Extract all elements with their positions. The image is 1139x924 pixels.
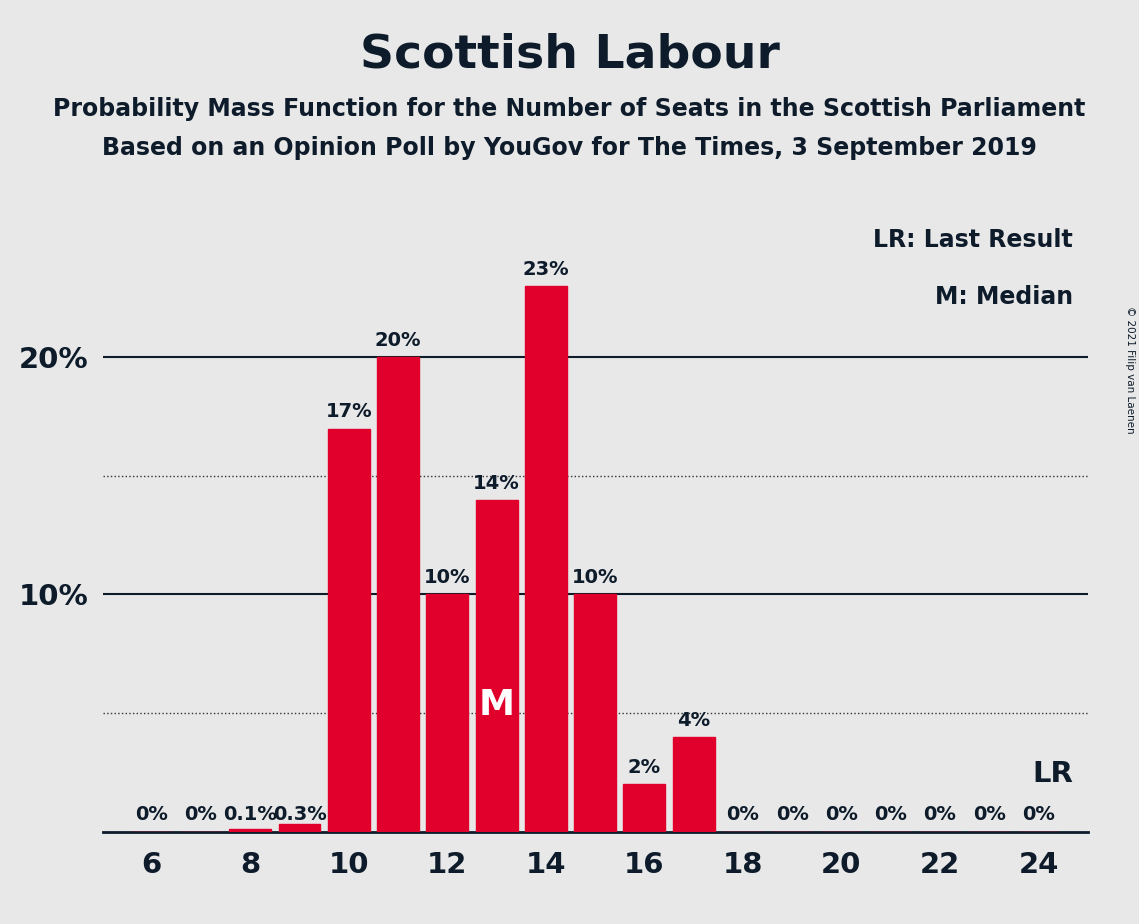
Text: 17%: 17% (326, 403, 372, 421)
Text: 0%: 0% (727, 806, 760, 824)
Text: M: M (478, 688, 515, 723)
Text: 23%: 23% (523, 261, 570, 279)
Bar (229, 829, 271, 832)
Bar (623, 784, 665, 832)
Text: 10%: 10% (424, 568, 470, 588)
Text: 0%: 0% (185, 806, 218, 824)
Text: 0%: 0% (1022, 806, 1055, 824)
Text: 0%: 0% (924, 806, 957, 824)
Text: 0%: 0% (875, 806, 907, 824)
Text: LR: LR (1032, 760, 1073, 787)
Text: 0%: 0% (825, 806, 858, 824)
Bar (279, 824, 320, 832)
Text: Probability Mass Function for the Number of Seats in the Scottish Parliament: Probability Mass Function for the Number… (54, 97, 1085, 121)
Bar (574, 594, 616, 832)
Bar (525, 286, 567, 832)
Bar (328, 429, 370, 832)
Bar (426, 594, 468, 832)
Text: 0%: 0% (136, 806, 169, 824)
Text: 14%: 14% (473, 473, 521, 492)
Text: Scottish Labour: Scottish Labour (360, 32, 779, 78)
Text: 0%: 0% (776, 806, 809, 824)
Text: 10%: 10% (572, 568, 618, 588)
Text: 0.1%: 0.1% (223, 806, 277, 824)
Text: 20%: 20% (375, 332, 421, 350)
Text: 2%: 2% (628, 758, 661, 777)
Text: M: Median: M: Median (935, 285, 1073, 309)
Bar (673, 736, 714, 832)
Text: Based on an Opinion Poll by YouGov for The Times, 3 September 2019: Based on an Opinion Poll by YouGov for T… (103, 136, 1036, 160)
Bar (377, 358, 419, 832)
Bar (476, 500, 517, 832)
Text: © 2021 Filip van Laenen: © 2021 Filip van Laenen (1125, 306, 1134, 433)
Text: 4%: 4% (677, 711, 711, 730)
Text: LR: Last Result: LR: Last Result (874, 228, 1073, 252)
Text: 0%: 0% (973, 806, 1006, 824)
Text: 0.3%: 0.3% (272, 806, 327, 824)
